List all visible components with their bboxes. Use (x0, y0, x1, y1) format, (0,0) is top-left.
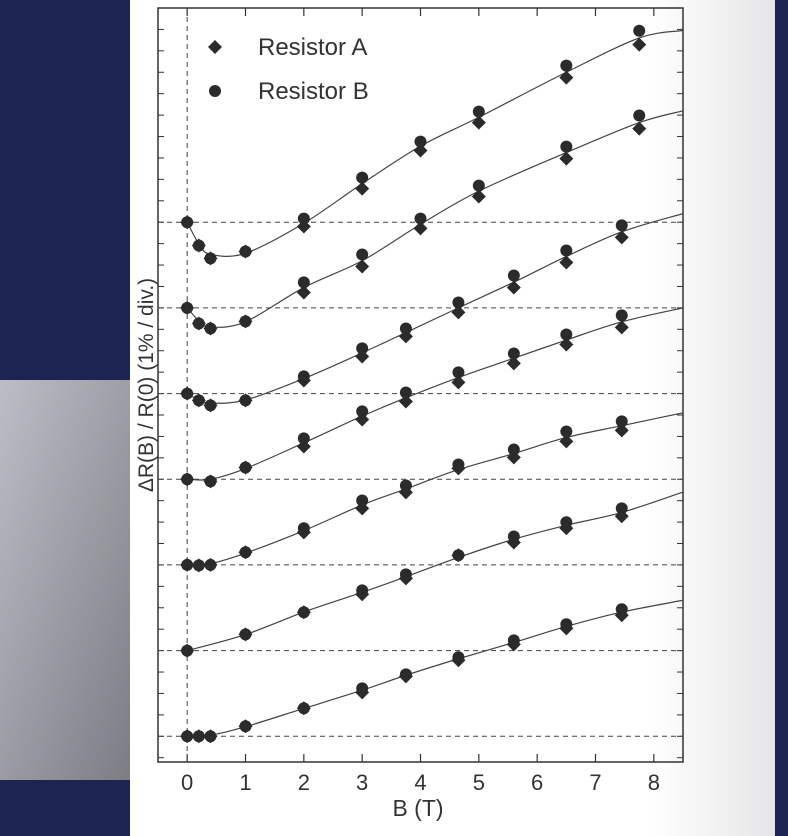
marker-circle (400, 386, 412, 398)
x-tick-label: 1 (239, 770, 251, 795)
marker-circle (415, 136, 427, 148)
marker-circle (193, 730, 205, 742)
marker-circle (298, 370, 310, 382)
marker-circle (452, 366, 464, 378)
marker-circle (452, 651, 464, 663)
marker-circle (400, 479, 412, 491)
marker-circle (240, 394, 252, 406)
marker-circle (181, 730, 193, 742)
marker-circle (633, 110, 645, 122)
marker-circle (356, 172, 368, 184)
marker-circle (205, 399, 217, 411)
marker-circle (616, 502, 628, 514)
marker-circle (240, 720, 252, 732)
x-tick-label: 7 (589, 770, 601, 795)
panel (130, 0, 775, 836)
marker-circle (205, 322, 217, 334)
marker-circle (205, 559, 217, 571)
marker-circle (193, 559, 205, 571)
marker-circle (560, 244, 572, 256)
marker-circle (205, 730, 217, 742)
marker-circle (508, 443, 520, 455)
marker-circle (616, 415, 628, 427)
marker-circle (452, 297, 464, 309)
marker-circle (560, 618, 572, 630)
marker-circle (400, 668, 412, 680)
marker-circle (560, 328, 572, 340)
marker-circle (356, 584, 368, 596)
marker-circle (298, 213, 310, 225)
x-tick-label: 0 (181, 770, 193, 795)
marker-circle (616, 603, 628, 615)
legend-label: Resistor A (258, 34, 367, 61)
x-tick-label: 3 (356, 770, 368, 795)
marker-circle (356, 249, 368, 261)
legend-label: Resistor B (258, 78, 369, 105)
x-tick-label: 8 (648, 770, 660, 795)
marker-circle (400, 568, 412, 580)
marker-circle (298, 432, 310, 444)
marker-circle (508, 348, 520, 360)
marker-circle (616, 309, 628, 321)
marker-circle (508, 530, 520, 542)
marker-circle (240, 246, 252, 258)
marker-circle (298, 606, 310, 618)
marker-circle (298, 276, 310, 288)
marker-circle (240, 628, 252, 640)
chart: 0 1 2 3 4 5 6 7 8 Resistor A Resistor B B (T) ΔR(B… (0, 0, 788, 836)
x-tick-label: 2 (298, 770, 310, 795)
marker-circle (356, 405, 368, 417)
marker-circle (181, 216, 193, 228)
marker-circle (298, 702, 310, 714)
marker-circle (633, 25, 645, 37)
marker-circle (181, 645, 193, 657)
marker-circle (205, 475, 217, 487)
marker-circle (560, 60, 572, 72)
marker-circle (356, 494, 368, 506)
marker-circle (240, 461, 252, 473)
marker-circle (508, 634, 520, 646)
marker-circle (560, 141, 572, 153)
marker-circle (193, 394, 205, 406)
x-tick-label: 5 (473, 770, 485, 795)
marker-circle (181, 302, 193, 314)
x-tick-label: 4 (414, 770, 426, 795)
x-axis-label: B (T) (392, 795, 443, 821)
marker-circle (560, 425, 572, 437)
marker-circle (181, 559, 193, 571)
marker-circle (205, 252, 217, 264)
x-tick-label: 6 (531, 770, 543, 795)
marker-circle (473, 180, 485, 192)
marker-circle (415, 213, 427, 225)
marker-circle (298, 522, 310, 534)
marker-circle (356, 682, 368, 694)
marker-circle (616, 219, 628, 231)
page: {"chart_data": { "type": "scatter", "xla… (0, 0, 788, 836)
marker-circle (356, 342, 368, 354)
y-axis-label: ΔR(B) / R(0) (1% / div.) (135, 278, 158, 492)
marker-circle (473, 106, 485, 118)
marker-circle (181, 388, 193, 400)
marker-circle (400, 322, 412, 334)
decoration (0, 380, 140, 780)
marker-circle (193, 240, 205, 252)
marker-circle (240, 546, 252, 558)
marker-circle (209, 85, 221, 97)
marker-circle (193, 318, 205, 330)
marker-circle (452, 458, 464, 470)
marker-circle (560, 516, 572, 528)
marker-circle (452, 549, 464, 561)
marker-circle (240, 315, 252, 327)
marker-circle (181, 473, 193, 485)
marker-circle (508, 270, 520, 282)
